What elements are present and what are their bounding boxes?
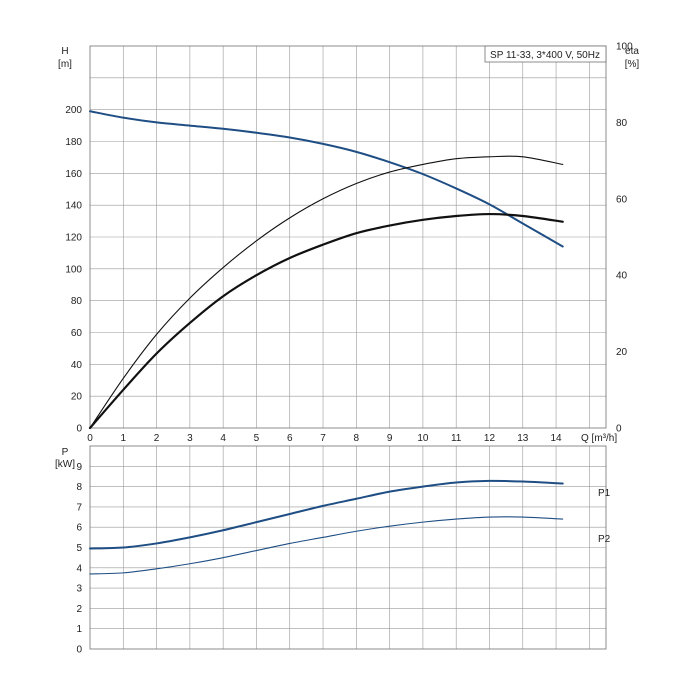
x-tick-label: 6 (287, 433, 293, 444)
power-tick-label: 0 (76, 645, 82, 656)
x-tick-label: 13 (517, 433, 529, 444)
lower-plot-frame (89, 445, 607, 650)
power-tick-label: 9 (76, 462, 82, 473)
y-left-label-unit: [m] (58, 59, 72, 70)
p1-power-curve (89, 479, 564, 550)
y-left-tick-label: 120 (65, 233, 82, 244)
power-tick-label: 3 (76, 584, 82, 595)
power-tick-label: 8 (76, 482, 82, 493)
power-tick-label: 5 (76, 543, 82, 554)
chart-title: SP 11-33, 3*400 V, 50Hz (490, 50, 600, 61)
y-left-label-name: H (61, 46, 68, 57)
x-tick-label: 4 (220, 433, 226, 444)
lower-curves (89, 479, 564, 575)
y-right-tick-label: 80 (616, 118, 628, 129)
y-right-label-unit: [%] (625, 59, 640, 70)
x-tick-label: 1 (121, 433, 127, 444)
lower-grid (90, 446, 606, 649)
y-right-tick-label: 20 (616, 347, 628, 358)
upper-plot: SP 11-33, 3*400 V, 50Hz H [m] eta [%] Q … (58, 42, 639, 445)
y-right-label-name: eta (625, 46, 639, 57)
power-label-name: P (62, 447, 69, 458)
y-right-tick-label: 0 (616, 424, 622, 435)
power-tick-label: 4 (76, 563, 82, 574)
y-left-tick-label: 100 (65, 264, 82, 275)
y-left-tick-label: 140 (65, 201, 82, 212)
x-axis-label: Q [m³/h] (581, 433, 617, 444)
y-left-tick-label: 40 (71, 360, 83, 371)
x-tick-label: 9 (387, 433, 393, 444)
y-left-tick-label: 80 (71, 296, 83, 307)
y-left-tick-label: 0 (76, 424, 82, 435)
x-tick-label: 14 (551, 433, 563, 444)
efficiency-curve-upper (89, 155, 564, 429)
upper-grid (90, 46, 606, 428)
head-curve (89, 110, 564, 248)
y-right-tick-label: 40 (616, 271, 628, 282)
x-tick-label: 12 (484, 433, 496, 444)
title-box-frame (484, 45, 607, 63)
y-left-tick-label: 160 (65, 169, 82, 180)
x-tick-label: 5 (254, 433, 260, 444)
x-tick-label: 2 (154, 433, 160, 444)
power-label-unit: [kW] (55, 459, 75, 470)
y-left-tick-label: 20 (71, 392, 83, 403)
y-left-tick-label: 60 (71, 328, 83, 339)
x-tick-label: 3 (187, 433, 193, 444)
p2-series-label: P2 (598, 534, 611, 545)
upper-curves (88, 110, 564, 430)
y-left-tick-label: 200 (65, 105, 82, 116)
y-right-tick-label: 100 (616, 42, 633, 53)
x-tick-label: 0 (87, 433, 93, 444)
x-tick-label: 10 (417, 433, 429, 444)
y-left-tick-label: 180 (65, 137, 82, 148)
lower-tick-labels: 0 1 2 3 4 5 6 7 8 9 (76, 462, 82, 656)
y-right-tick-label: 60 (616, 194, 628, 205)
lower-plot: P [kW] 0 1 2 3 4 5 6 7 8 9 P1 P2 (55, 445, 611, 656)
title-box: SP 11-33, 3*400 V, 50Hz (484, 45, 607, 63)
x-tick-label: 11 (451, 433, 462, 444)
p1-series-label: P1 (598, 488, 611, 499)
x-tick-label: 7 (320, 433, 326, 444)
power-tick-label: 7 (76, 502, 82, 513)
upper-tick-labels: 0 1 2 3 4 5 6 7 8 9 10 11 12 13 1402040608010012014016… (65, 42, 633, 445)
efficiency-curve-lower (88, 212, 564, 430)
power-tick-label: 6 (76, 523, 82, 534)
upper-plot-frame (89, 45, 607, 429)
x-tick-label: 8 (354, 433, 360, 444)
power-tick-label: 2 (76, 604, 82, 615)
power-tick-label: 1 (76, 624, 82, 635)
p2-power-curve (89, 516, 564, 575)
